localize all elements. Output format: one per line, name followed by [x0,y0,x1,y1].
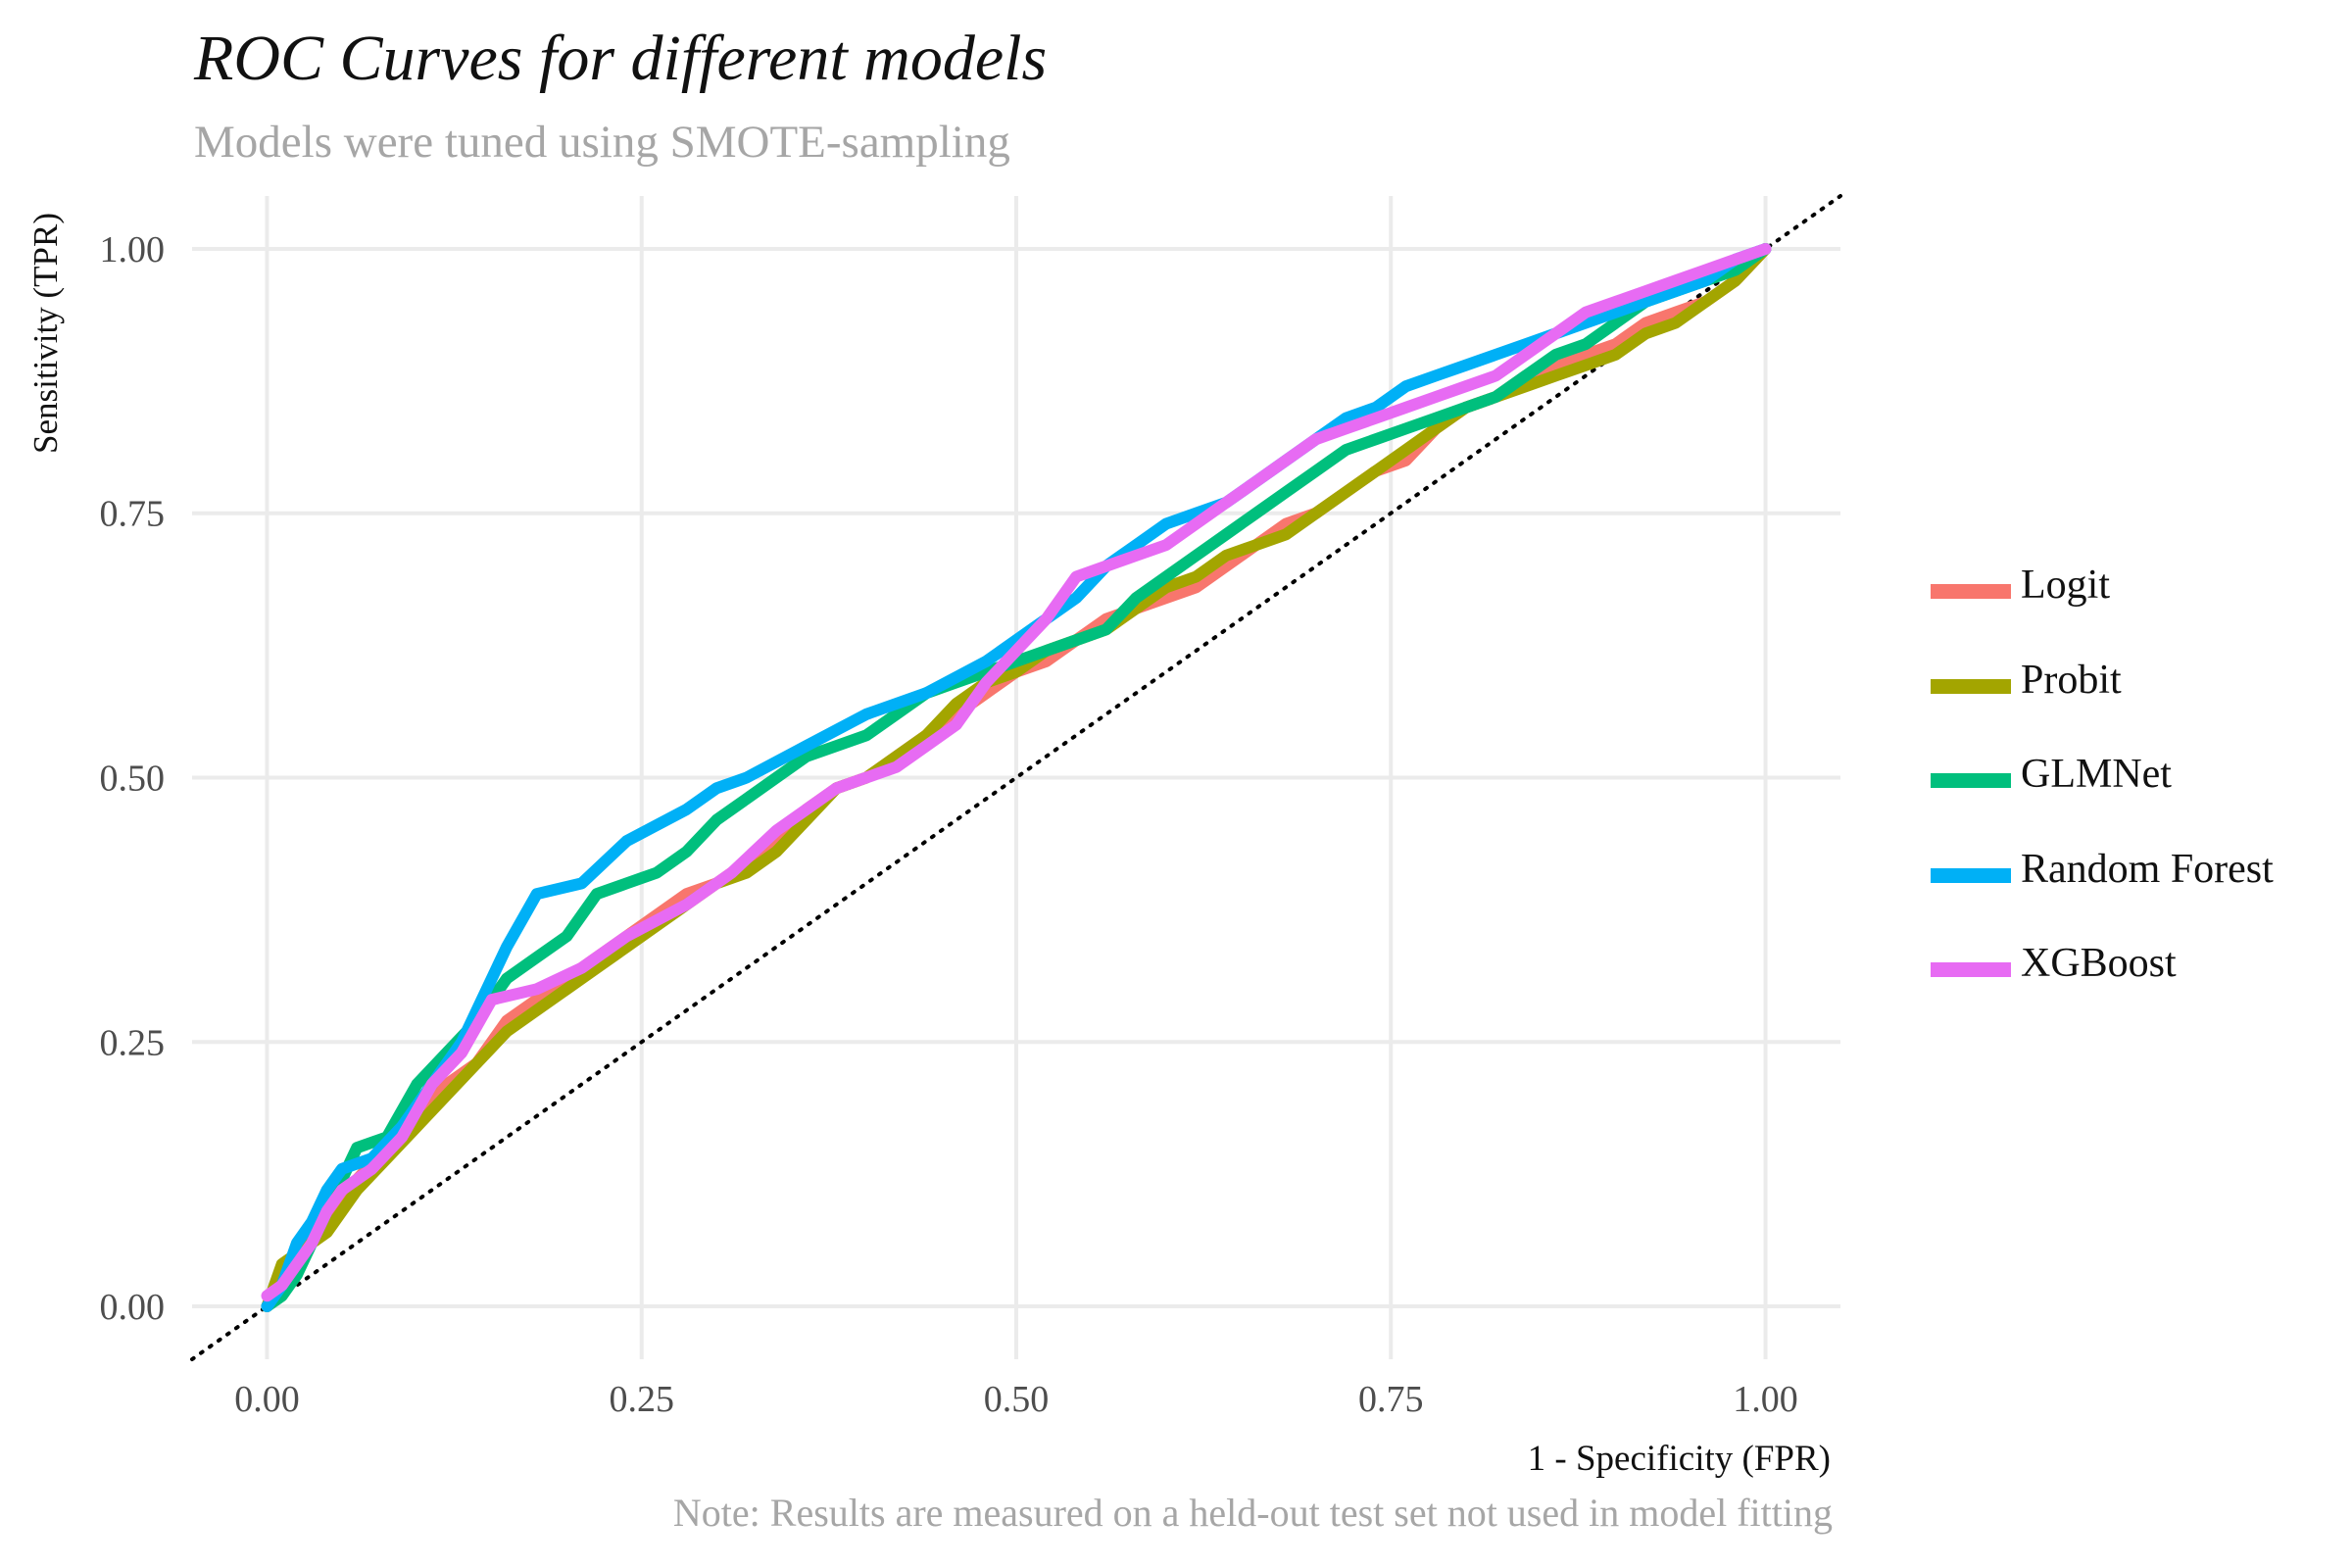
legend-swatch-probit [1931,678,2011,694]
legend-label-glmnet: GLMNet [2021,752,2172,797]
series-line-xgboost [261,243,1772,1302]
legend-label-random-forest: Random Forest [2021,846,2274,892]
reference-diagonal-line [190,194,1842,1361]
y-tick-label: 0.75 [100,494,166,535]
legend-swatch-random-forest [1931,867,2011,883]
legend-label-xgboost: XGBoost [2021,941,2177,986]
chart-title: ROC Curves for different models [194,23,1048,94]
y-tick-label: 0.00 [100,1287,166,1328]
axis-ticks: 0.00 0.25 0.50 0.75 1.00 0.00 0.25 0.50 0.75 1.00 [100,229,1798,1420]
y-tick-label: 0.25 [100,1022,166,1063]
legend-label-logit: Logit [2021,563,2110,608]
x-tick-label: 1.00 [1733,1379,1798,1420]
chart-caption: Note: Results are measured on a held-out… [672,1491,1833,1535]
legend-swatch-xgboost [1931,962,2011,977]
x-axis-label: 1 - Specificity (FPR) [1528,1439,1831,1479]
x-tick-label: 0.00 [234,1379,300,1420]
legend-swatch-logit [1931,584,2011,599]
x-tick-label: 0.50 [984,1379,1050,1420]
x-tick-label: 0.75 [1358,1379,1424,1420]
x-tick-label: 0.25 [609,1379,674,1420]
series-lines [261,243,1772,1312]
y-tick-label: 0.50 [100,759,166,800]
legend-label-probit: Probit [2021,657,2122,703]
chart-subtitle: Models were tuned using SMOTE-sampling [194,117,1010,168]
grid-lines [192,196,1840,1359]
y-tick-label: 1.00 [100,229,166,270]
y-axis-label: Sensitivity (TPR) [26,213,65,454]
legend-swatch-glmnet [1931,773,2011,788]
